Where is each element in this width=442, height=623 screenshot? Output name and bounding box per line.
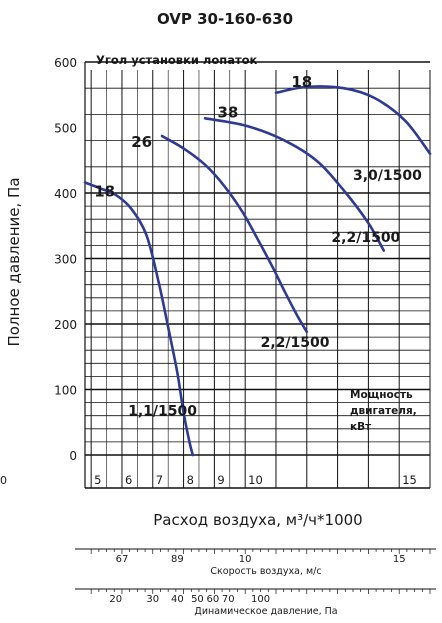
- chart-title: OVP 30-160-630: [157, 10, 293, 28]
- air-speed-scale-label: Скорость воздуха, м/с: [210, 566, 321, 577]
- scale-tick-label: 67: [116, 554, 129, 565]
- power-heading-line-1: Мощность: [350, 389, 413, 401]
- scale-tick-label: 40: [171, 594, 184, 605]
- power-heading-line-2: двигателя,: [350, 405, 417, 417]
- motor-power-label: 3,0/1500: [353, 168, 422, 184]
- blade-angle-label: 18: [94, 182, 115, 200]
- scale-tick-label: 100: [251, 594, 270, 605]
- x-tick-label: 9: [217, 473, 224, 487]
- y-tick-label: 200: [54, 318, 77, 332]
- x-axis-ticks: 5 6 7 8 9 10 15: [94, 473, 417, 487]
- y-tick-label: 0: [69, 449, 77, 463]
- y-tick-label: 400: [54, 187, 77, 201]
- x-axis-label: Расход воздуха, м³/ч*1000: [153, 511, 362, 529]
- y-axis-label: Полное давление, Па: [5, 177, 23, 346]
- scale-tick-label: 70: [222, 594, 235, 605]
- dynamic-pressure-scale-label: Динамическое давление, Па: [194, 606, 337, 617]
- y-tick-label: 600: [54, 56, 77, 70]
- y-tick-label: 100: [54, 384, 77, 398]
- y-tick-label: 300: [54, 253, 77, 267]
- air-speed-scale: 67 89 10 15: [75, 548, 436, 565]
- scale-tick-label: 89: [171, 554, 184, 565]
- stray-left-label: 0: [0, 474, 7, 487]
- blade-angle-label: 26: [131, 133, 152, 151]
- y-tick-label: 500: [54, 122, 77, 136]
- curve-series-3: [203, 117, 386, 252]
- scale-tick-label: 10: [239, 554, 252, 565]
- blade-angle-label: 38: [217, 104, 238, 122]
- x-tick-label: 7: [156, 473, 163, 487]
- scale-tick-label: 60: [206, 594, 219, 605]
- curve-series-2: [160, 134, 309, 334]
- x-tick-label: 6: [125, 473, 132, 487]
- motor-power-label: 1,1/1500: [128, 404, 197, 420]
- scale-tick-label: 50: [191, 594, 204, 605]
- x-tick-label: 5: [94, 473, 101, 487]
- scale-tick-label: 20: [109, 594, 122, 605]
- curve-series-1: [83, 181, 195, 457]
- power-heading-line-3: кВт: [350, 421, 372, 433]
- chart-labels: 18 26 38 18 1,1/1500 2,2/1500 2,2/1500 3,0/1500: [94, 73, 422, 420]
- motor-power-label: 2,2/1500: [331, 230, 400, 246]
- chart-grid: [84, 61, 431, 489]
- motor-power-label: 2,2/1500: [261, 335, 330, 351]
- scale-tick-label: 30: [146, 594, 159, 605]
- blade-angle-label: 18: [291, 73, 312, 91]
- x-tick-label: 8: [187, 473, 194, 487]
- chart-curves: [83, 85, 432, 457]
- curve-series-4: [274, 85, 432, 155]
- dynamic-pressure-scale: 20 30 40 50 60 70 100: [75, 588, 436, 605]
- y-axis-ticks: 0 100 200 300 400 500 600: [54, 56, 77, 463]
- x-tick-label: 15: [402, 473, 417, 487]
- scale-tick-label: 15: [393, 554, 406, 565]
- power-heading: Мощность двигателя, кВт: [350, 389, 417, 433]
- chart-subtitle: Угол установки лопаток: [96, 53, 258, 67]
- x-tick-label: 10: [248, 473, 263, 487]
